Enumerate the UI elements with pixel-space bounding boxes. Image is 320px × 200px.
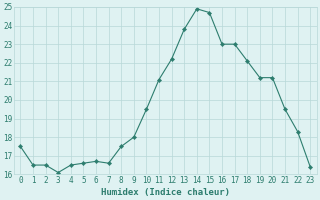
X-axis label: Humidex (Indice chaleur): Humidex (Indice chaleur): [101, 188, 230, 197]
